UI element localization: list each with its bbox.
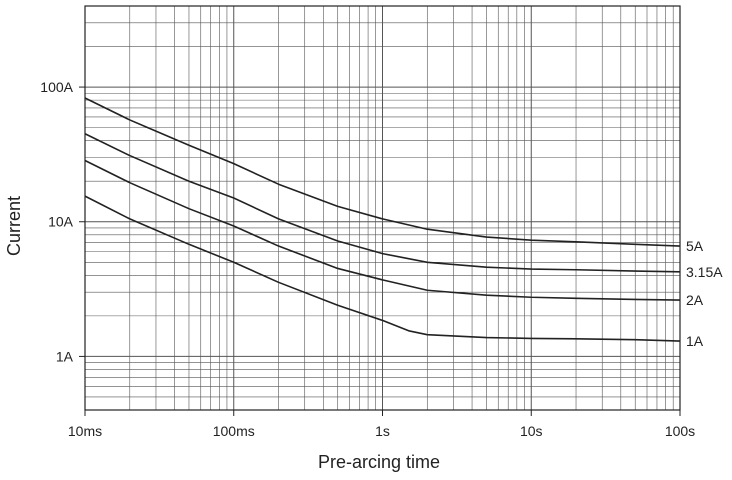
series-label-5A: 5A bbox=[686, 238, 704, 254]
series-labels: 5A 3.15A 2A 1A bbox=[686, 238, 723, 349]
series-line-3-15A bbox=[84, 133, 681, 273]
y-axis-title: Current bbox=[4, 196, 24, 256]
series-lines bbox=[84, 97, 681, 342]
y-tick-label: 100A bbox=[40, 79, 73, 95]
x-tick-label: 1s bbox=[375, 423, 390, 439]
series-label-2A: 2A bbox=[686, 292, 704, 308]
x-axis-title: Pre-arcing time bbox=[318, 452, 440, 472]
x-tick-label: 10ms bbox=[68, 423, 102, 439]
grid bbox=[84, 5, 680, 411]
y-tick-label: 10A bbox=[48, 214, 74, 230]
x-tick-label: 10s bbox=[520, 423, 543, 439]
series-line-1A bbox=[84, 195, 681, 342]
tick-labels: 10ms 100ms 1s 10s 100s 1A 10A 100A bbox=[40, 79, 695, 439]
series-label-3-15A: 3.15A bbox=[686, 264, 723, 280]
x-tick-label: 100s bbox=[665, 423, 695, 439]
x-tick-label: 100ms bbox=[213, 423, 255, 439]
series-label-1A: 1A bbox=[686, 333, 704, 349]
series-line-2A bbox=[84, 159, 681, 301]
series-line-5A bbox=[84, 97, 681, 247]
y-tick-label: 1A bbox=[56, 348, 74, 364]
